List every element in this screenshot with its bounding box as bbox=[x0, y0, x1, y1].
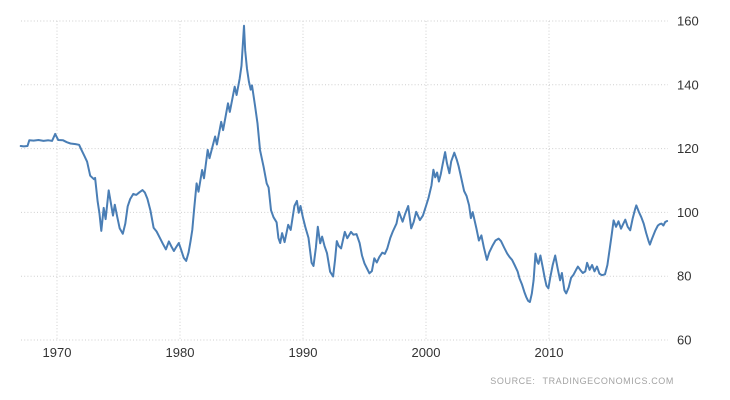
y-axis-tick-label: 100 bbox=[677, 205, 699, 220]
y-axis-tick-label: 140 bbox=[677, 77, 699, 92]
x-axis-labels: 1970 1980 1990 2000 2010 bbox=[43, 345, 564, 360]
source-credit: SOURCE: TRADINGECONOMICS.COM bbox=[490, 376, 674, 386]
source-label: SOURCE: bbox=[490, 376, 536, 386]
price-line-layer bbox=[19, 24, 669, 303]
source-value: TRADINGECONOMICS.COM bbox=[542, 376, 674, 386]
y-axis-tick-label: 80 bbox=[677, 269, 691, 284]
y-axis-labels: 60 80 100 120 140 160 bbox=[677, 14, 699, 348]
x-axis-tick-label: 1980 bbox=[166, 345, 195, 360]
y-axis-tick-label: 120 bbox=[677, 141, 699, 156]
x-axis-tick-label: 1990 bbox=[289, 345, 318, 360]
price-line[interactable] bbox=[19, 24, 669, 303]
x-axis-tick-label: 2010 bbox=[535, 345, 564, 360]
y-axis-tick-label: 160 bbox=[677, 14, 699, 29]
gridlines bbox=[21, 20, 668, 341]
x-axis-tick-label: 2000 bbox=[412, 345, 441, 360]
x-axis-tick-label: 1970 bbox=[43, 345, 72, 360]
y-axis-tick-label: 60 bbox=[677, 333, 691, 348]
